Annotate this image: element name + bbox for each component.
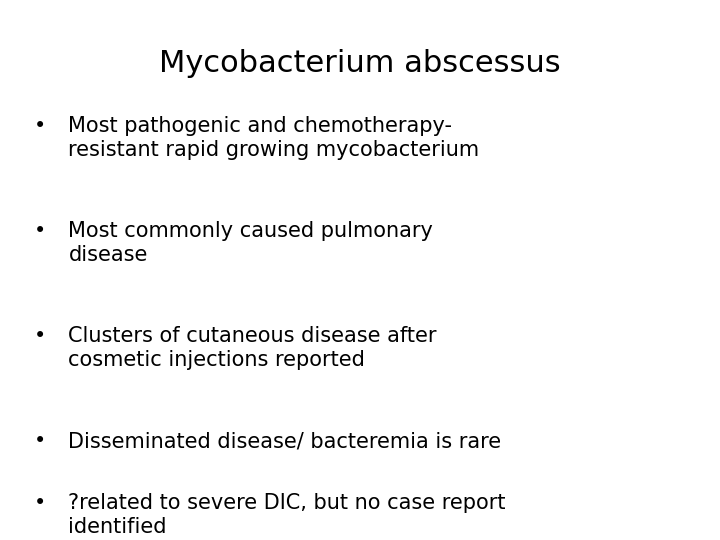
Text: •: • bbox=[33, 116, 46, 136]
Text: Mycobacterium abscessus: Mycobacterium abscessus bbox=[159, 49, 561, 78]
Text: Most pathogenic and chemotherapy-
resistant rapid growing mycobacterium: Most pathogenic and chemotherapy- resist… bbox=[68, 116, 480, 160]
Text: •: • bbox=[33, 221, 46, 241]
Text: Disseminated disease/ bacteremia is rare: Disseminated disease/ bacteremia is rare bbox=[68, 431, 502, 451]
Text: •: • bbox=[33, 493, 46, 513]
Text: Clusters of cutaneous disease after
cosmetic injections reported: Clusters of cutaneous disease after cosm… bbox=[68, 326, 437, 370]
Text: •: • bbox=[33, 431, 46, 451]
Text: •: • bbox=[33, 326, 46, 346]
Text: Most commonly caused pulmonary
disease: Most commonly caused pulmonary disease bbox=[68, 221, 433, 265]
Text: ?related to severe DIC, but no case report
identified: ?related to severe DIC, but no case repo… bbox=[68, 493, 506, 537]
